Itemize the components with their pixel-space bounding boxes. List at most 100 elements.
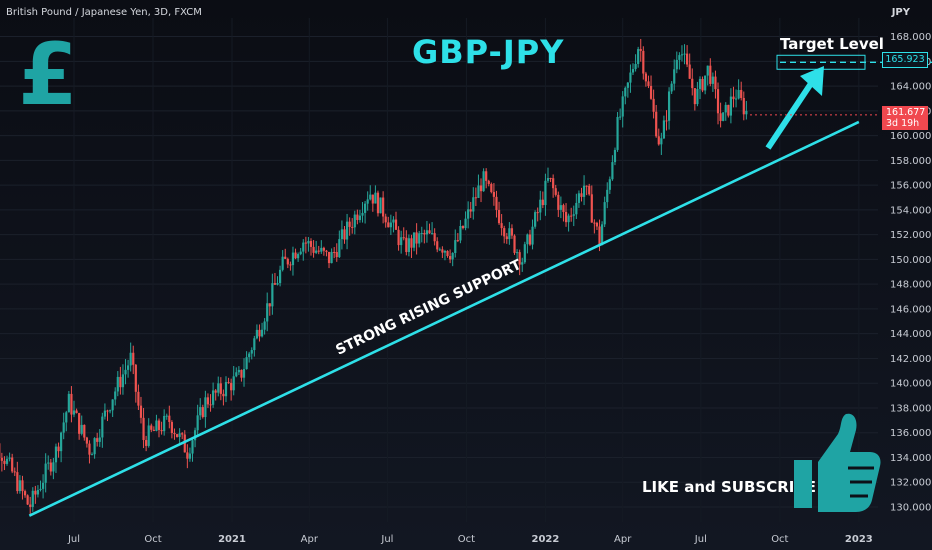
candle-down <box>657 136 660 145</box>
candle-up <box>52 462 55 472</box>
candle-down <box>549 178 552 180</box>
candle-down <box>719 113 722 121</box>
candle-up <box>237 369 240 373</box>
candle-up <box>366 199 369 204</box>
candle-down <box>304 242 307 244</box>
candle-up <box>36 490 40 495</box>
candle-down <box>371 194 374 204</box>
candle-down <box>289 264 292 266</box>
candle-up <box>242 369 246 378</box>
candle-down <box>16 472 19 492</box>
candle-up <box>271 283 274 307</box>
candle-down <box>317 250 320 252</box>
price-tick-label: 144.000 <box>890 329 931 340</box>
candle-down <box>742 97 745 115</box>
candle-up <box>80 424 83 434</box>
price-tick-label: 156.000 <box>890 181 931 192</box>
candle-down <box>29 504 32 507</box>
candle-up <box>255 329 259 339</box>
candle-down <box>595 222 599 227</box>
candle-down <box>405 237 408 253</box>
candle-up <box>670 83 673 92</box>
candle-down <box>294 252 297 259</box>
candle-down <box>688 64 691 79</box>
candle-up <box>660 138 663 145</box>
candle-down <box>423 232 426 235</box>
candle-down <box>554 188 557 195</box>
candle-down <box>209 404 212 406</box>
candle-down <box>497 209 501 224</box>
candle-up <box>178 433 181 437</box>
candle-down <box>410 238 413 248</box>
candle-down <box>286 258 289 265</box>
candle-up <box>616 116 619 150</box>
time-tick-label: Jul <box>380 534 393 545</box>
candle-up <box>217 383 220 393</box>
price-tick-label: 154.000 <box>890 205 931 216</box>
candle-down <box>142 417 145 441</box>
candle-down <box>181 433 184 435</box>
candle-up <box>72 410 76 415</box>
candle-down <box>474 197 477 199</box>
support-label: STRONG RISING SUPPORT <box>333 257 524 359</box>
candle-up <box>320 247 323 252</box>
target-arrow-head <box>800 66 824 96</box>
candle-up <box>526 234 529 245</box>
candle-up <box>67 393 70 413</box>
candle-up <box>472 197 475 212</box>
candle-down <box>446 250 449 257</box>
candle-up <box>626 82 629 88</box>
candle-down <box>75 410 78 414</box>
candle-up <box>41 482 45 489</box>
candle-down <box>382 197 385 217</box>
rising-support-trendline <box>28 120 860 517</box>
price-tick-label: 168.000 <box>890 32 931 43</box>
candle-down <box>34 490 37 495</box>
candle-up <box>114 391 117 400</box>
candle-up <box>706 65 709 76</box>
candle-down <box>23 491 27 496</box>
candle-up <box>281 256 284 270</box>
candle-up <box>729 96 733 116</box>
candle-up <box>5 458 9 464</box>
candle-down <box>26 495 29 505</box>
candle-down <box>333 251 336 253</box>
candle-up <box>253 338 256 351</box>
time-tick-label: Oct <box>144 534 161 545</box>
candle-down <box>495 196 498 210</box>
candle-up <box>278 269 282 284</box>
candle-up <box>467 209 470 219</box>
candle-up <box>608 179 611 190</box>
candle-down <box>727 104 730 116</box>
candle-up <box>734 98 738 100</box>
candle-down <box>83 424 86 438</box>
candle-up <box>374 192 377 204</box>
candle-up <box>163 415 166 432</box>
candle-down <box>3 460 6 464</box>
candle-up <box>582 185 586 197</box>
candle-down <box>312 246 315 253</box>
time-tick-label: Jul <box>694 534 707 545</box>
candle-down <box>513 235 516 253</box>
candle-down <box>132 352 135 365</box>
candle-down <box>469 209 472 212</box>
candle-down <box>740 89 743 98</box>
candle-up <box>631 69 635 73</box>
candle-down <box>580 193 583 197</box>
candle-up <box>611 162 614 180</box>
candle-down <box>691 78 694 89</box>
candle-up <box>392 219 395 223</box>
time-tick-label: Oct <box>771 534 788 545</box>
candle-down <box>11 457 14 472</box>
candle-down <box>70 393 73 415</box>
candle-up <box>129 352 132 366</box>
candle-up <box>188 453 192 459</box>
target-price-badge: 165.923 <box>882 52 928 68</box>
price-tick-label: 134.000 <box>890 453 931 464</box>
candle-up <box>101 416 104 438</box>
candle-up <box>515 252 519 254</box>
time-tick-label: Apr <box>614 534 632 545</box>
candle-up <box>696 88 699 105</box>
